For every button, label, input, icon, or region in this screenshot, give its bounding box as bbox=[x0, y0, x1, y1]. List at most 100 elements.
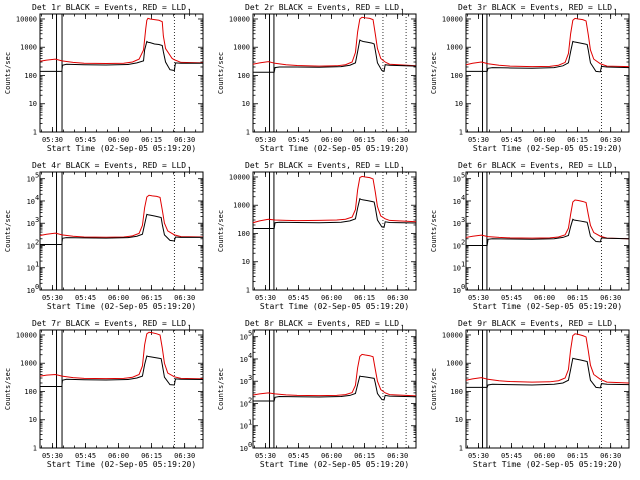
x-tick-label: 06:00 bbox=[108, 452, 129, 460]
y-tick-label: 10 bbox=[27, 242, 35, 250]
y-tick-exponent: 2 bbox=[35, 238, 39, 246]
y-tick-exponent: 3 bbox=[35, 216, 39, 224]
x-tick-label: 05:30 bbox=[42, 452, 63, 460]
y-tick-label: 1000 bbox=[446, 44, 463, 52]
chart-title: Det 5r BLACK = Events, RED = LLD bbox=[245, 161, 399, 170]
y-tick-exponent: 0 bbox=[35, 283, 39, 291]
y-tick-exponent: 3 bbox=[248, 374, 252, 382]
y-tick-label: 1 bbox=[246, 129, 250, 137]
x-tick-label: 05:45 bbox=[75, 136, 96, 144]
x-tick-label: 06:30 bbox=[600, 136, 621, 144]
x-tick-label: 06:00 bbox=[534, 136, 555, 144]
plot-frame bbox=[465, 329, 630, 449]
plot-frame bbox=[39, 171, 204, 291]
y-tick-exponent: 5 bbox=[248, 330, 252, 338]
y-tick-label: 10 bbox=[453, 287, 461, 295]
y-tick-label: 10000 bbox=[442, 15, 463, 23]
x-tick-label: 06:00 bbox=[321, 294, 342, 302]
x-tick-label: 05:30 bbox=[255, 452, 276, 460]
x-axis-label: Start Time (02-Sep-05 05:19:20) bbox=[47, 460, 196, 469]
y-axis-label: Counts/sec bbox=[217, 368, 225, 410]
y-tick-label: 1 bbox=[459, 445, 463, 453]
y-tick-exponent: 5 bbox=[35, 172, 39, 180]
y-tick-exponent: 1 bbox=[248, 419, 252, 427]
x-tick-label: 06:15 bbox=[141, 294, 162, 302]
series-line-events bbox=[466, 40, 630, 73]
corner-mark: ⌉ bbox=[613, 324, 618, 333]
x-tick-label: 05:30 bbox=[468, 136, 489, 144]
x-tick-label: 06:30 bbox=[174, 452, 195, 460]
x-axis-label: Start Time (02-Sep-05 05:19:20) bbox=[473, 302, 622, 311]
y-tick-label: 10000 bbox=[16, 15, 37, 23]
y-tick-label: 10 bbox=[27, 287, 35, 295]
x-axis-label: Start Time (02-Sep-05 05:19:20) bbox=[47, 302, 196, 311]
series-line-lld bbox=[252, 353, 417, 397]
y-tick-exponent: 4 bbox=[35, 194, 39, 202]
series-line-events bbox=[253, 197, 417, 230]
corner-mark: ⌉ bbox=[613, 8, 618, 17]
y-tick-label: 1000 bbox=[20, 360, 37, 368]
x-axis-label: Start Time (02-Sep-05 05:19:20) bbox=[260, 302, 409, 311]
y-tick-label: 10 bbox=[455, 100, 463, 108]
series-line-lld bbox=[252, 175, 417, 224]
x-tick-label: 05:45 bbox=[288, 452, 309, 460]
corner-mark: ⌉ bbox=[613, 166, 618, 175]
x-tick-label: 05:45 bbox=[288, 294, 309, 302]
series-line-lld bbox=[465, 199, 630, 240]
y-tick-exponent: 1 bbox=[35, 261, 39, 269]
plot-frame bbox=[39, 13, 204, 133]
x-tick-label: 06:30 bbox=[174, 136, 195, 144]
corner-mark: ⌉ bbox=[187, 324, 192, 333]
y-axis-label: Counts/sec bbox=[430, 368, 438, 410]
series-line-events bbox=[253, 375, 417, 402]
y-tick-label: 100 bbox=[237, 230, 250, 238]
chart-panel-6: Det 6r BLACK = Events, RED = LLD⌉10 010 11… bbox=[430, 161, 630, 311]
x-tick-label: 05:45 bbox=[501, 294, 522, 302]
y-tick-label: 10000 bbox=[229, 173, 250, 181]
y-tick-label: 100 bbox=[450, 72, 463, 80]
y-tick-label: 10000 bbox=[442, 331, 463, 339]
corner-mark: ⌉ bbox=[187, 166, 192, 175]
chart-title: Det 1r BLACK = Events, RED = LLD bbox=[32, 3, 186, 12]
x-tick-label: 06:00 bbox=[108, 294, 129, 302]
series-line-lld bbox=[39, 331, 204, 380]
x-tick-label: 05:45 bbox=[75, 294, 96, 302]
x-axis-label: Start Time (02-Sep-05 05:19:20) bbox=[260, 144, 409, 153]
series-line-lld bbox=[39, 17, 204, 65]
plot-frame bbox=[465, 171, 630, 291]
y-tick-exponent: 5 bbox=[461, 172, 465, 180]
x-tick-label: 06:30 bbox=[600, 452, 621, 460]
chart-panel-9: Det 9r BLACK = Events, RED = LLD⌉ 1 10 100 1… bbox=[430, 319, 630, 469]
x-tick-label: 05:45 bbox=[75, 452, 96, 460]
x-axis-label: Start Time (02-Sep-05 05:19:20) bbox=[473, 460, 622, 469]
x-tick-label: 05:30 bbox=[255, 294, 276, 302]
y-tick-label: 10 bbox=[455, 416, 463, 424]
y-tick-label: 10 bbox=[240, 356, 248, 364]
x-tick-label: 05:30 bbox=[468, 452, 489, 460]
y-tick-label: 10 bbox=[453, 176, 461, 184]
x-tick-label: 06:15 bbox=[354, 136, 375, 144]
plot-frame bbox=[252, 171, 417, 291]
chart-panel-5: Det 5r BLACK = Events, RED = LLD⌉ 1 10 100 1… bbox=[217, 161, 417, 311]
x-tick-label: 06:30 bbox=[174, 294, 195, 302]
chart-panel-4: Det 4r BLACK = Events, RED = LLD⌉10 010 11… bbox=[4, 161, 204, 311]
y-tick-label: 100 bbox=[24, 72, 37, 80]
x-tick-label: 06:15 bbox=[567, 294, 588, 302]
series-line-lld bbox=[465, 17, 630, 68]
x-tick-label: 06:30 bbox=[387, 136, 408, 144]
series-line-events bbox=[40, 355, 204, 388]
y-tick-label: 1 bbox=[459, 129, 463, 137]
y-tick-label: 10 bbox=[240, 334, 248, 342]
y-tick-label: 100 bbox=[24, 388, 37, 396]
y-tick-label: 1000 bbox=[446, 360, 463, 368]
x-tick-label: 05:45 bbox=[501, 452, 522, 460]
x-tick-label: 06:30 bbox=[600, 294, 621, 302]
y-tick-label: 10 bbox=[453, 265, 461, 273]
y-axis-label: Counts/sec bbox=[4, 368, 12, 410]
x-tick-label: 05:30 bbox=[255, 136, 276, 144]
x-tick-label: 06:30 bbox=[387, 452, 408, 460]
x-tick-label: 05:30 bbox=[468, 294, 489, 302]
y-tick-exponent: 3 bbox=[461, 216, 465, 224]
y-tick-label: 1 bbox=[33, 129, 37, 137]
series-line-lld bbox=[252, 16, 417, 67]
